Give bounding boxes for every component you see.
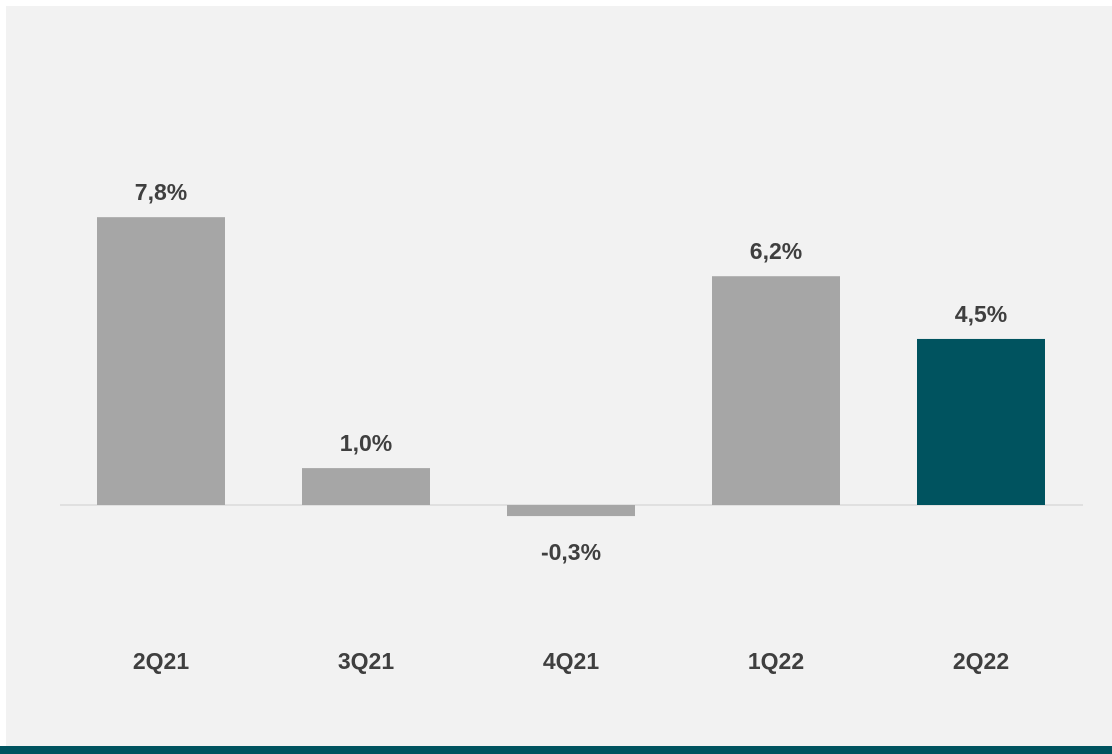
bottom-accent-band [0,746,1112,754]
value-label-4Q21: -0,3% [541,539,601,565]
bar-2Q21 [97,217,225,505]
category-label-2Q22: 2Q22 [953,648,1009,674]
value-label-3Q21: 1,0% [340,430,392,456]
bar-3Q21 [302,468,430,505]
category-label-4Q21: 4Q21 [543,648,599,674]
category-label-2Q21: 2Q21 [133,648,189,674]
category-label-3Q21: 3Q21 [338,648,394,674]
value-label-2Q22: 4,5% [955,301,1007,327]
category-labels-group: 2Q21 3Q21 4Q21 1Q22 2Q22 [133,648,1009,674]
bars-group [97,217,1045,517]
value-label-2Q21: 7,8% [135,179,187,205]
bar-2Q22 [917,338,1045,505]
bar-1Q22 [712,276,840,505]
bar-4Q21 [507,505,635,517]
category-label-1Q22: 1Q22 [748,648,804,674]
value-label-1Q22: 6,2% [750,238,802,264]
value-labels-group: 7,8% 1,0% -0,3% 6,2% 4,5% [135,179,1007,565]
